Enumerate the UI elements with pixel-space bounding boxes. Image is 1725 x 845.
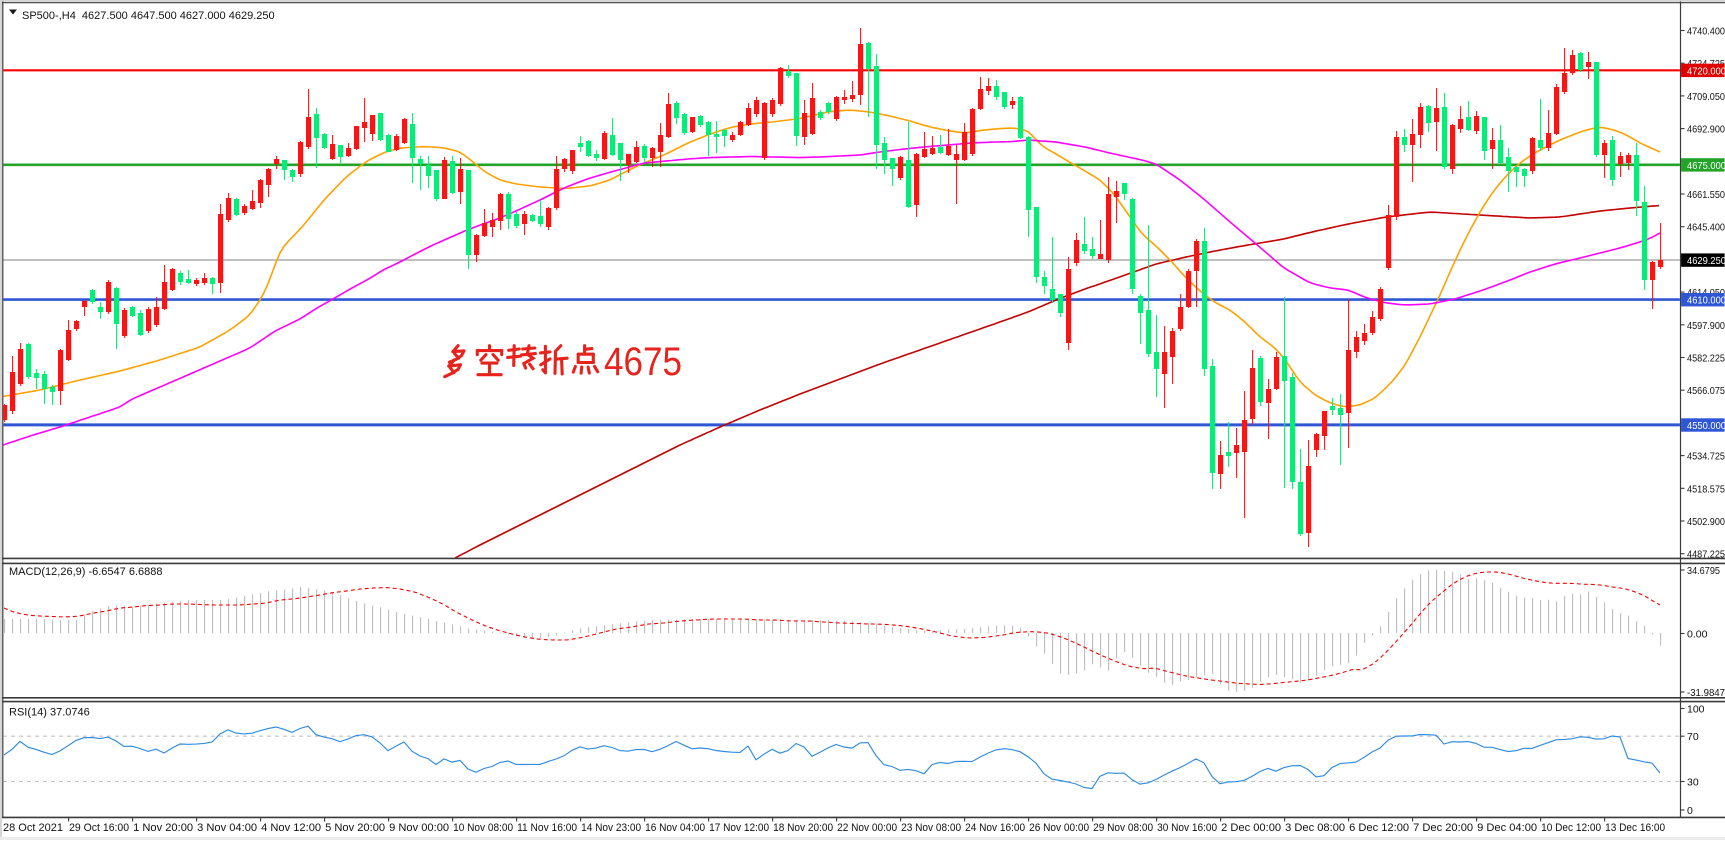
- svg-text:29 Oct 16:00: 29 Oct 16:00: [69, 822, 129, 834]
- svg-text:10 Dec 12:00: 10 Dec 12:00: [1541, 822, 1601, 834]
- svg-text:RSI(14) 37.0746: RSI(14) 37.0746: [9, 707, 90, 719]
- svg-text:4566.075: 4566.075: [1687, 385, 1725, 397]
- svg-text:7 Dec 20:00: 7 Dec 20:00: [1413, 822, 1473, 834]
- svg-text:4645.400: 4645.400: [1687, 222, 1725, 234]
- svg-text:9 Nov 00:00: 9 Nov 00:00: [389, 822, 449, 834]
- svg-text:70: 70: [1687, 731, 1699, 743]
- svg-text:4597.900: 4597.900: [1687, 320, 1725, 332]
- svg-text:10 Nov 08:00: 10 Nov 08:00: [453, 822, 513, 834]
- svg-text:4518.575: 4518.575: [1687, 483, 1725, 495]
- svg-text:3 Nov 04:00: 3 Nov 04:00: [197, 822, 257, 834]
- svg-text:0.00: 0.00: [1687, 629, 1708, 641]
- svg-text:SP500-,H4 4627.500 4647.500 4: SP500-,H4 4627.500 4647.500 4627.000 462…: [22, 10, 275, 22]
- svg-text:4720.000: 4720.000: [1687, 65, 1725, 77]
- svg-text:14 Nov 23:00: 14 Nov 23:00: [581, 822, 641, 834]
- svg-text:30: 30: [1687, 777, 1699, 789]
- svg-text:4740.400: 4740.400: [1687, 26, 1725, 38]
- svg-text:4582.225: 4582.225: [1687, 353, 1725, 365]
- svg-text:13 Dec 16:00: 13 Dec 16:00: [1605, 822, 1665, 834]
- svg-text:-31.9847: -31.9847: [1687, 687, 1725, 699]
- svg-text:6 Dec 12:00: 6 Dec 12:00: [1349, 822, 1409, 834]
- svg-text:4610.000: 4610.000: [1687, 295, 1725, 307]
- svg-text:28 Oct 2021: 28 Oct 2021: [3, 822, 63, 834]
- svg-text:MACD(12,26,9) -6.6547 6.6888: MACD(12,26,9) -6.6547 6.6888: [9, 566, 162, 578]
- svg-text:4661.550: 4661.550: [1687, 189, 1725, 201]
- svg-text:4629.250: 4629.250: [1687, 255, 1725, 267]
- svg-text:4709.050: 4709.050: [1687, 91, 1725, 103]
- svg-text:22 Nov 00:00: 22 Nov 00:00: [837, 822, 897, 834]
- svg-text:26 Nov 00:00: 26 Nov 00:00: [1029, 822, 1089, 834]
- svg-text:23 Nov 08:00: 23 Nov 08:00: [901, 822, 961, 834]
- svg-text:18 Nov 20:00: 18 Nov 20:00: [773, 822, 833, 834]
- svg-text:30 Nov 16:00: 30 Nov 16:00: [1157, 822, 1217, 834]
- svg-text:4550.000: 4550.000: [1687, 420, 1725, 432]
- svg-text:1 Nov 20:00: 1 Nov 20:00: [133, 822, 193, 834]
- svg-text:4487.225: 4487.225: [1687, 549, 1725, 561]
- svg-text:4675: 4675: [604, 340, 682, 384]
- svg-text:100: 100: [1687, 704, 1705, 716]
- svg-text:3 Dec 08:00: 3 Dec 08:00: [1285, 822, 1345, 834]
- svg-text:4534.725: 4534.725: [1687, 451, 1725, 463]
- svg-text:34.6795: 34.6795: [1687, 565, 1720, 577]
- svg-text:2 Dec 00:00: 2 Dec 00:00: [1221, 822, 1281, 834]
- svg-text:24 Nov 16:00: 24 Nov 16:00: [965, 822, 1025, 834]
- svg-text:0: 0: [1687, 805, 1693, 817]
- svg-text:17 Nov 12:00: 17 Nov 12:00: [709, 822, 769, 834]
- svg-text:4 Nov 12:00: 4 Nov 12:00: [261, 822, 321, 834]
- svg-text:4692.900: 4692.900: [1687, 124, 1725, 136]
- svg-text:29 Nov 08:00: 29 Nov 08:00: [1093, 822, 1153, 834]
- svg-text:11 Nov 16:00: 11 Nov 16:00: [517, 822, 577, 834]
- svg-text:9 Dec 04:00: 9 Dec 04:00: [1477, 822, 1537, 834]
- svg-text:5 Nov 20:00: 5 Nov 20:00: [325, 822, 385, 834]
- svg-text:4502.900: 4502.900: [1687, 516, 1725, 528]
- svg-text:4675.000: 4675.000: [1687, 160, 1725, 172]
- svg-text:16 Nov 04:00: 16 Nov 04:00: [645, 822, 705, 834]
